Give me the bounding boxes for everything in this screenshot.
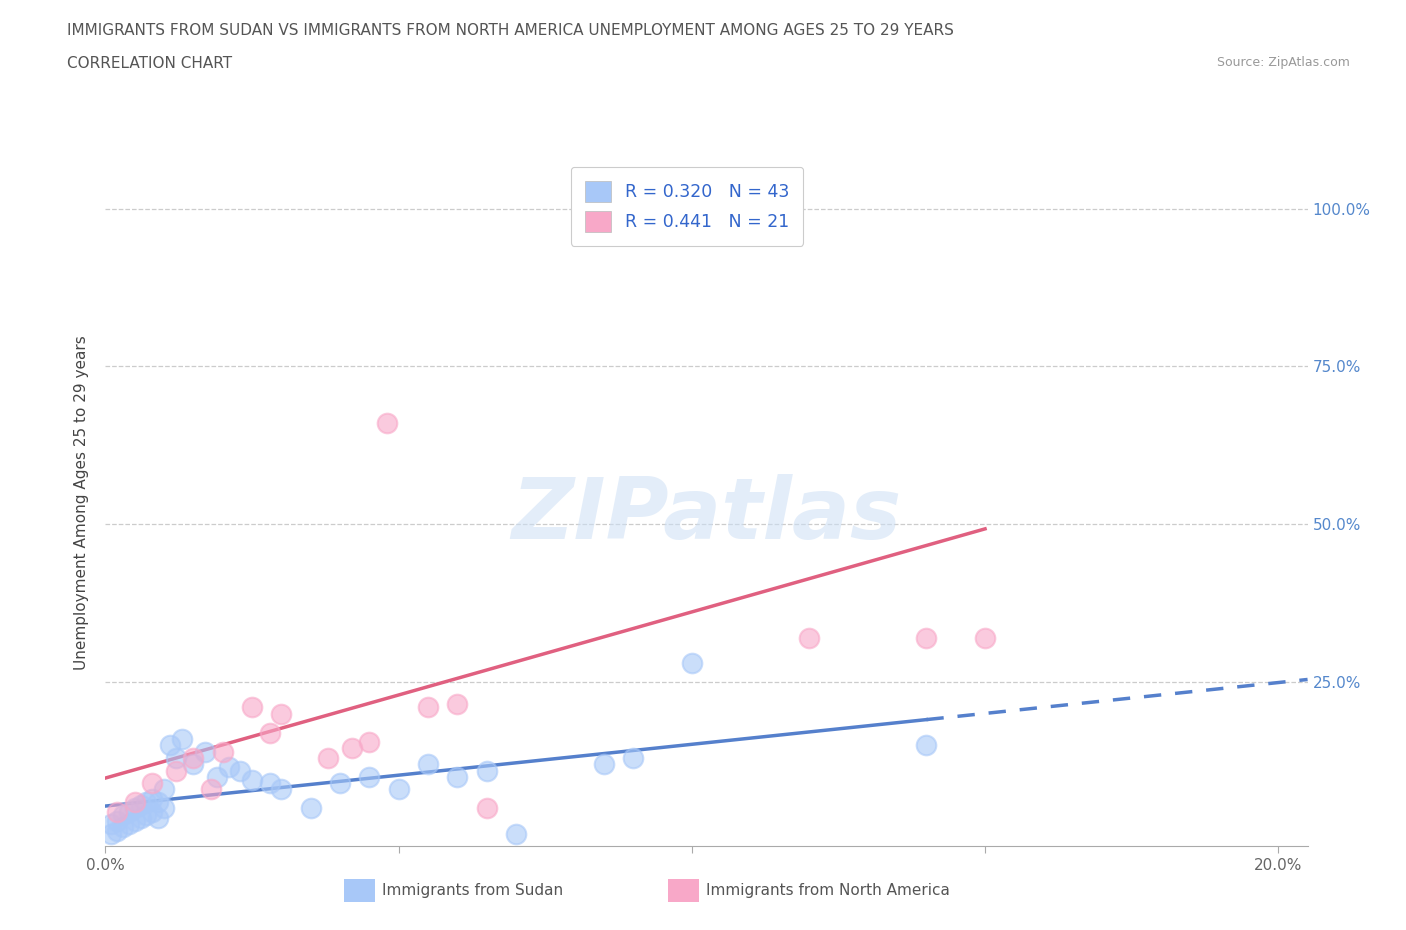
Point [183, 751, 205, 765]
Point [165, 764, 187, 778]
Point [194, 744, 217, 759]
Point [124, 801, 146, 816]
Point [621, 751, 644, 765]
Point [259, 776, 281, 790]
Point [159, 737, 181, 752]
Point [797, 631, 820, 645]
Point [915, 631, 938, 645]
Point [974, 631, 997, 645]
Point [129, 810, 152, 825]
Point [416, 700, 439, 715]
Point [124, 794, 146, 809]
Point [112, 820, 135, 835]
Point [100, 826, 122, 841]
Point [135, 807, 157, 822]
Point [270, 782, 292, 797]
Point [329, 776, 352, 790]
Point [141, 791, 163, 806]
Point [112, 807, 135, 822]
Point [205, 769, 228, 784]
Point [165, 751, 187, 765]
Point [416, 757, 439, 772]
Bar [344, 879, 375, 902]
Point [475, 764, 498, 778]
Point [105, 823, 128, 838]
Point [593, 757, 616, 772]
Point [118, 804, 141, 819]
Y-axis label: Unemployment Among Ages 25 to 29 years: Unemployment Among Ages 25 to 29 years [75, 335, 90, 670]
Point [148, 794, 170, 809]
Point [475, 801, 498, 816]
Point [446, 769, 468, 784]
Text: ZIPatlas: ZIPatlas [512, 474, 901, 557]
Point [211, 744, 233, 759]
Point [135, 794, 157, 809]
Text: Immigrants from Sudan: Immigrants from Sudan [382, 883, 564, 898]
Bar [668, 879, 699, 902]
Point [218, 760, 240, 775]
Point [105, 814, 128, 829]
Text: Immigrants from North America: Immigrants from North America [706, 883, 949, 898]
Point [446, 697, 468, 711]
Point [183, 757, 205, 772]
Point [375, 416, 398, 431]
Point [141, 804, 163, 819]
Point [153, 801, 176, 816]
Point [170, 732, 193, 747]
Point [200, 782, 222, 797]
Point [105, 804, 128, 819]
Text: CORRELATION CHART: CORRELATION CHART [67, 56, 232, 71]
Point [505, 826, 527, 841]
Point [359, 735, 381, 750]
Point [124, 814, 146, 829]
Point [240, 700, 263, 715]
Point [681, 201, 703, 216]
Point [129, 798, 152, 813]
Point [153, 782, 176, 797]
Point [340, 741, 363, 756]
Point [118, 817, 141, 831]
Point [229, 764, 252, 778]
Point [915, 737, 938, 752]
Point [100, 817, 122, 831]
Point [299, 801, 322, 816]
Point [388, 782, 411, 797]
Point [141, 776, 163, 790]
Point [681, 656, 703, 671]
Point [359, 769, 381, 784]
Point [148, 810, 170, 825]
Point [270, 706, 292, 721]
Text: Source: ZipAtlas.com: Source: ZipAtlas.com [1216, 56, 1350, 69]
Point [259, 725, 281, 740]
Point [316, 751, 339, 765]
Legend: R = 0.320   N = 43, R = 0.441   N = 21: R = 0.320 N = 43, R = 0.441 N = 21 [571, 166, 803, 246]
Point [240, 773, 263, 788]
Text: IMMIGRANTS FROM SUDAN VS IMMIGRANTS FROM NORTH AMERICA UNEMPLOYMENT AMONG AGES 2: IMMIGRANTS FROM SUDAN VS IMMIGRANTS FROM… [67, 23, 955, 38]
